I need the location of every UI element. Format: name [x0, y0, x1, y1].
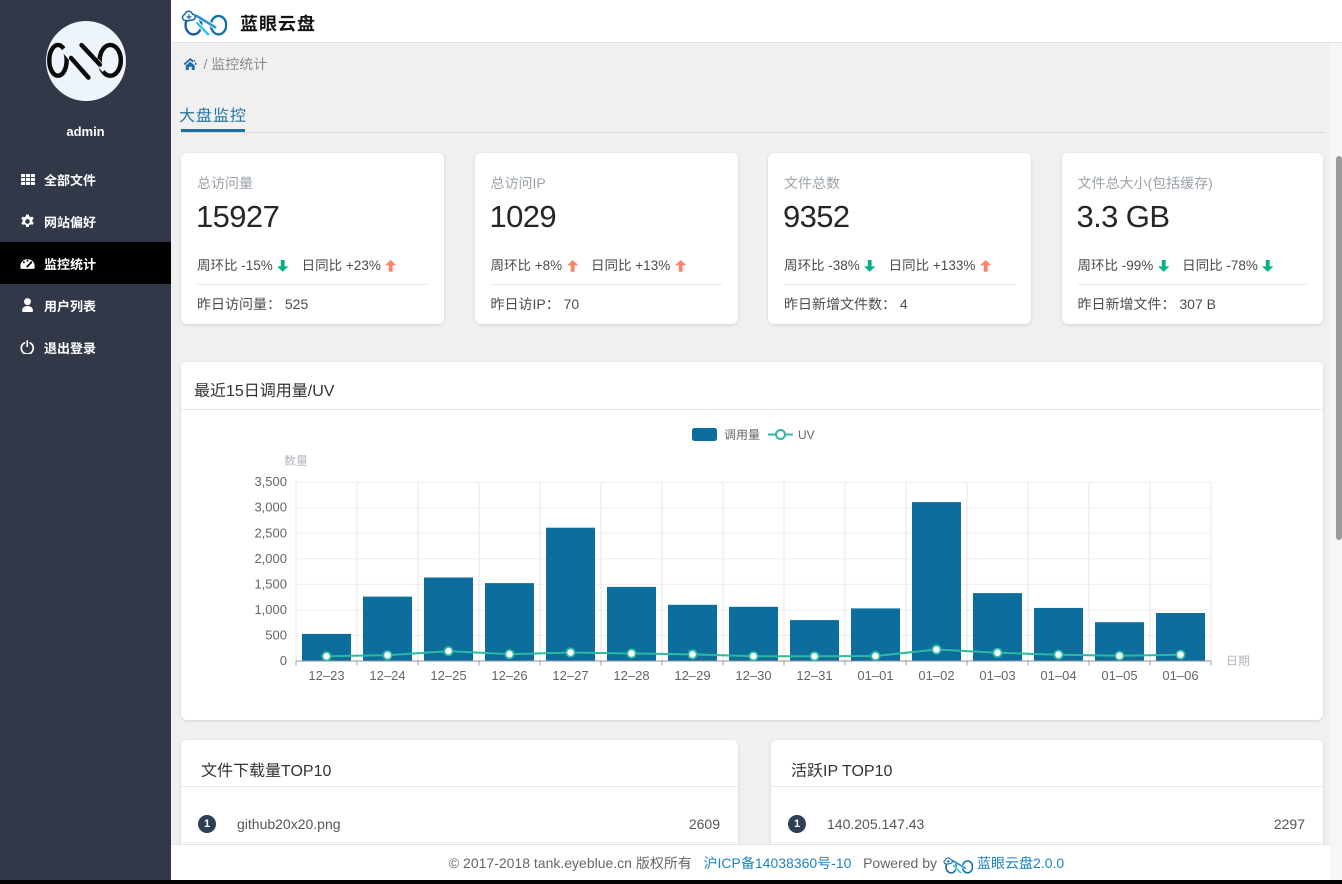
svg-text:调用量: 调用量	[724, 428, 760, 442]
svg-text:0: 0	[280, 653, 287, 668]
svg-text:日期: 日期	[1226, 654, 1250, 668]
svg-text:12–25: 12–25	[430, 668, 466, 683]
svg-text:12–26: 12–26	[491, 668, 527, 683]
svg-text:01–05: 01–05	[1101, 668, 1137, 683]
svg-text:01–06: 01–06	[1162, 668, 1198, 683]
svg-text:2,500: 2,500	[254, 525, 287, 540]
svg-text:500: 500	[265, 628, 287, 643]
svg-text:3,500: 3,500	[254, 474, 287, 489]
svg-text:01–03: 01–03	[979, 668, 1015, 683]
svg-text:01–01: 01–01	[857, 668, 893, 683]
svg-text:12–28: 12–28	[613, 668, 649, 683]
svg-text:2,000: 2,000	[254, 551, 287, 566]
svg-text:01–04: 01–04	[1040, 668, 1076, 683]
svg-text:12–29: 12–29	[674, 668, 710, 683]
svg-text:12–30: 12–30	[735, 668, 771, 683]
svg-text:1,000: 1,000	[254, 602, 287, 617]
svg-text:数量: 数量	[284, 454, 308, 468]
svg-text:01–02: 01–02	[918, 668, 954, 683]
svg-text:1,500: 1,500	[254, 576, 287, 591]
svg-text:12–24: 12–24	[369, 668, 405, 683]
svg-text:12–27: 12–27	[552, 668, 588, 683]
svg-text:12–23: 12–23	[308, 668, 344, 683]
svg-text:UV: UV	[798, 428, 815, 442]
svg-text:12–31: 12–31	[796, 668, 832, 683]
svg-text:3,000: 3,000	[254, 500, 287, 515]
